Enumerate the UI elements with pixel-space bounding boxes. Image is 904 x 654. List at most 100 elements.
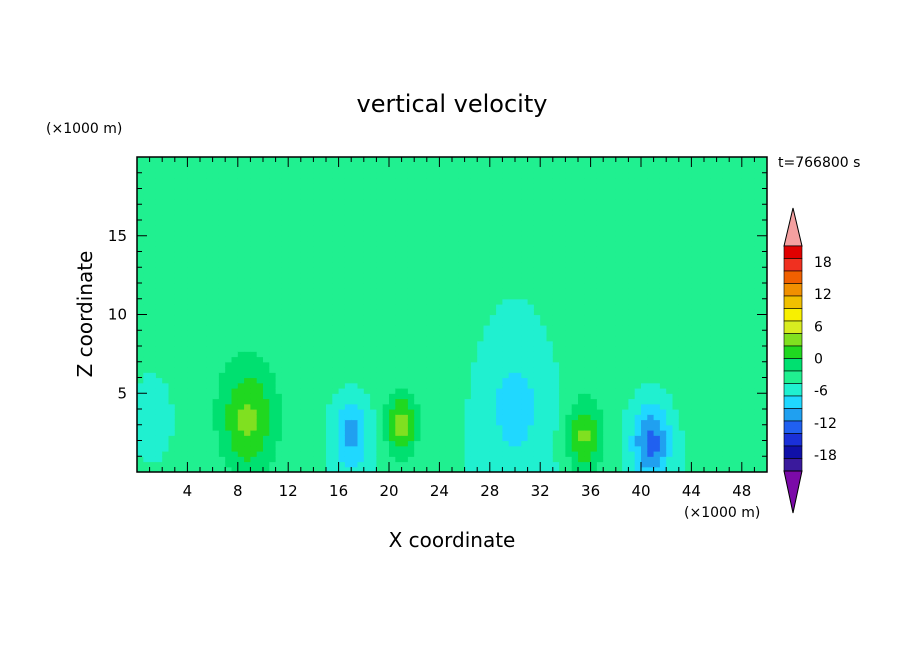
heatmap-cell [584,241,592,247]
heatmap-cell [275,246,283,253]
heatmap-cell [464,241,472,247]
heatmap-cell [168,167,176,174]
heatmap-cell [319,172,327,179]
heatmap-cell [332,157,340,163]
heatmap-cell [483,304,491,310]
heatmap-cell [527,230,535,237]
heatmap-cell [559,235,566,242]
heatmap-cell [389,346,396,352]
heatmap-cell [439,382,447,389]
heatmap-cell [231,424,239,431]
heatmap-cell [653,319,661,326]
heatmap-cell [313,461,321,468]
heatmap-cell [281,178,289,184]
heatmap-cell [149,403,157,410]
heatmap-cell [521,293,529,300]
heatmap-cell [162,283,170,289]
heatmap-cell [231,419,239,426]
heatmap-cell [565,246,573,253]
heatmap-cell [269,167,277,174]
heatmap-cell [641,466,648,472]
heatmap-cell [407,435,415,442]
heatmap-cell [181,388,188,394]
heatmap-cell [168,388,176,394]
heatmap-cell [609,409,617,415]
heatmap-cell [218,188,226,195]
heatmap-cell [515,393,522,400]
heatmap-cell [496,272,503,279]
heatmap-cell [407,356,415,363]
heatmap-cell [300,419,308,426]
heatmap-cell [307,445,314,452]
heatmap-cell [181,424,188,431]
heatmap-cell [149,414,157,421]
heatmap-cell [351,193,359,200]
heatmap-cell [288,424,296,431]
heatmap-cell [357,382,365,389]
heatmap-cell [464,209,472,216]
heatmap-cell [269,178,277,184]
heatmap-cell [508,461,516,468]
heatmap-cell [307,456,314,463]
heatmap-cell [344,335,352,342]
heatmap-cell [496,440,503,447]
heatmap-cell [527,272,535,279]
heatmap-cell [231,293,239,300]
heatmap-cell [212,241,220,247]
heatmap-cell [540,419,548,426]
heatmap-cell [571,382,579,389]
heatmap-cell [332,382,340,389]
heatmap-cell [357,430,365,436]
heatmap-cell [628,388,636,394]
heatmap-cell [439,325,447,331]
heatmap-cell [426,183,434,190]
heatmap-cell [351,325,359,331]
heatmap-cell [149,157,157,163]
heatmap-cell [584,183,592,190]
heatmap-cell [218,367,226,373]
heatmap-cell [307,262,314,268]
heatmap-cell [521,325,529,331]
heatmap-cell [502,235,510,242]
heatmap-cell [395,209,403,216]
heatmap-cell [603,188,611,195]
heatmap-cell [540,435,548,442]
heatmap-cell [326,309,333,316]
heatmap-cell [527,262,535,268]
heatmap-cell [483,214,491,221]
heatmap-cell [256,304,264,310]
heatmap-cell [149,262,157,268]
heatmap-cell [596,167,604,174]
heatmap-cell [382,178,390,184]
heatmap-cell [439,188,447,195]
heatmap-cell [338,167,346,174]
heatmap-cell [281,288,289,295]
heatmap-cell [445,335,453,342]
heatmap-cell [174,377,182,384]
heatmap-cell [603,424,611,431]
heatmap-cell [206,330,214,337]
heatmap-cell [174,256,182,263]
heatmap-cell [326,330,333,337]
heatmap-cell [357,419,365,426]
heatmap-cell [508,372,516,379]
heatmap-cell [464,167,472,174]
heatmap-cell [218,225,226,232]
heatmap-cell [326,388,333,394]
heatmap-cell [250,214,258,221]
heatmap-cell [168,283,176,289]
heatmap-cell [420,267,428,274]
heatmap-cell [370,319,377,326]
heatmap-cell [307,267,314,274]
heatmap-cell [288,214,296,221]
heatmap-cell [225,319,233,326]
heatmap-cell [174,267,182,274]
heatmap-cell [502,288,510,295]
heatmap-cell [237,199,245,205]
heatmap-cell [603,167,611,174]
heatmap-cell [653,424,661,431]
heatmap-cell [508,178,516,184]
heatmap-cell [426,351,434,358]
heatmap-cell [433,398,440,405]
heatmap-cell [470,330,478,337]
